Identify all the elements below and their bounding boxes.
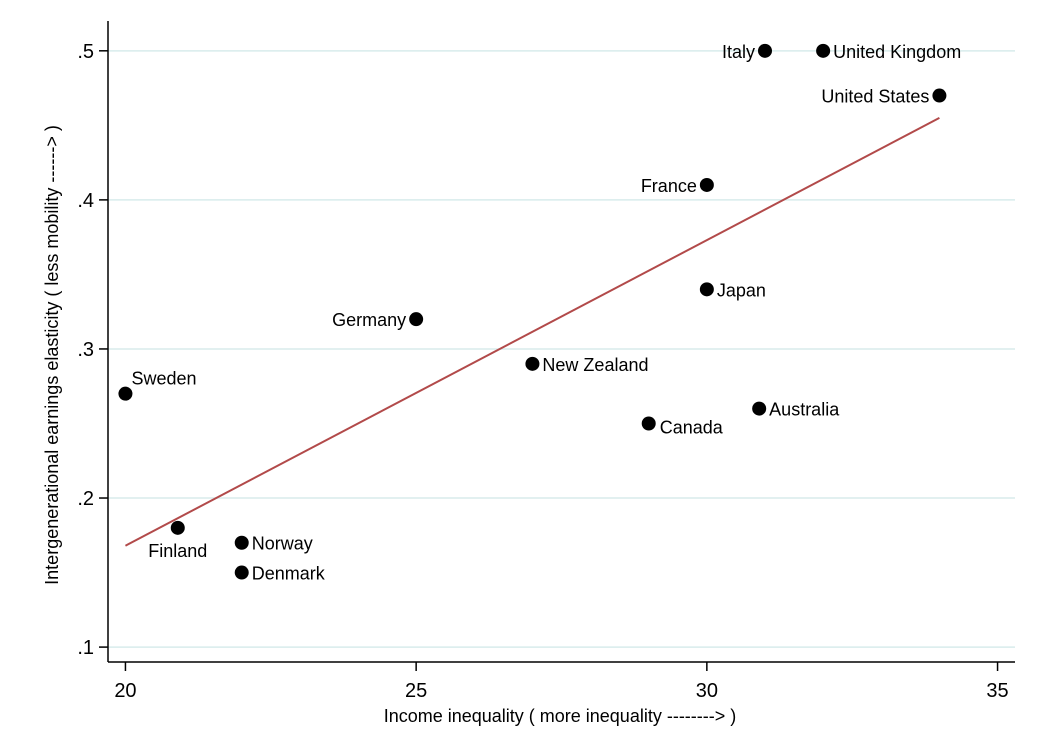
- data-point-new-zealand: [525, 356, 540, 371]
- x-tick-label: 25: [405, 680, 427, 702]
- data-point-italy: [757, 43, 772, 58]
- x-tick-label: 20: [114, 680, 136, 702]
- data-point-label: Italy: [722, 42, 755, 62]
- data-point-united-kingdom: [816, 43, 831, 58]
- data-point-label: New Zealand: [542, 355, 648, 375]
- y-tick-label: .3: [77, 339, 94, 361]
- data-point-label: Australia: [769, 400, 840, 420]
- data-point-label: United Kingdom: [833, 42, 961, 62]
- data-point-united-states: [932, 88, 947, 103]
- data-point-norway: [234, 535, 249, 550]
- x-axis-title: Income inequality ( more inequality ----…: [384, 706, 737, 726]
- fit-line: [124, 117, 940, 547]
- data-point-label: Denmark: [252, 564, 326, 584]
- y-tick-label: .4: [77, 190, 94, 212]
- x-tick-label: 35: [986, 680, 1008, 702]
- y-axis-title: Intergenerational earnings elasticity ( …: [42, 125, 62, 585]
- data-point-canada: [641, 416, 656, 431]
- y-tick-label: .1: [77, 637, 94, 659]
- data-point-label: Japan: [717, 280, 766, 300]
- data-point-japan: [699, 282, 714, 297]
- data-point-label: France: [641, 176, 697, 196]
- y-tick-label: .2: [77, 488, 94, 510]
- data-point-germany: [409, 312, 424, 327]
- data-point-france: [699, 177, 714, 192]
- data-point-label: Sweden: [131, 369, 196, 389]
- data-point-australia: [752, 401, 767, 416]
- data-point-label: Germany: [332, 310, 406, 330]
- data-point-label: Canada: [660, 417, 724, 437]
- data-point-finland: [170, 520, 185, 535]
- axes-layer: .1 .2 .3 .4 .5 20 25 30 35: [77, 21, 1015, 702]
- fit-layer: [124, 117, 940, 547]
- grid-layer: [108, 50, 1015, 648]
- points-layer: Italy United Kingdom United States France Ja…: [118, 42, 961, 584]
- x-tick-label: 30: [696, 680, 718, 702]
- data-point-label: United States: [821, 87, 929, 107]
- data-point-denmark: [234, 565, 249, 580]
- y-tick-label: .5: [77, 41, 94, 63]
- data-point-label: Finland: [148, 541, 207, 561]
- data-point-label: Norway: [252, 534, 313, 554]
- data-point-sweden: [118, 386, 133, 401]
